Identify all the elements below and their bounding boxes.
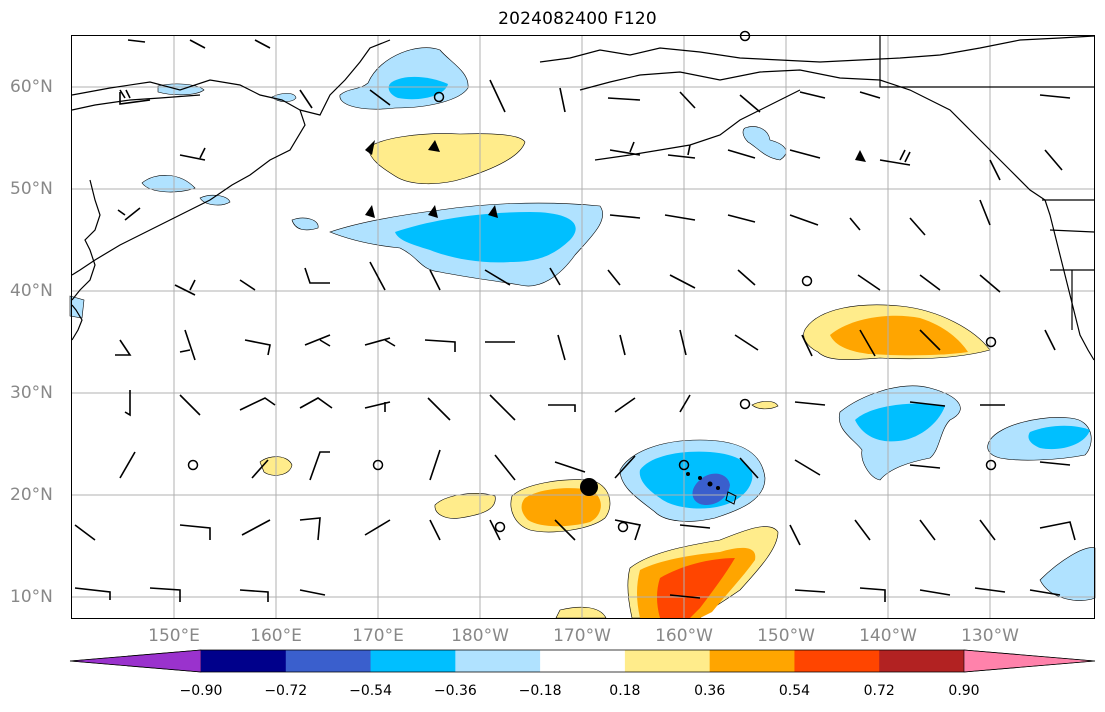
neg-anomaly-region <box>69 295 85 319</box>
lon-label-170w: 170°W <box>553 626 611 646</box>
neg-anomaly-core <box>395 212 576 263</box>
lat-label-60n: 60°N <box>10 77 53 97</box>
neg-anomaly-region <box>199 194 231 206</box>
colorbar-tick-label: 0.90 <box>948 683 980 699</box>
neg-anomaly-region <box>742 126 787 161</box>
storm-center-marker <box>580 478 598 496</box>
lon-label-150w: 150°W <box>757 626 815 646</box>
asia-coastline <box>71 79 306 276</box>
neg-anomaly-region <box>141 175 196 193</box>
lat-label-10n: 10°N <box>10 587 53 607</box>
colorbar-tick-label: −0.54 <box>349 683 392 699</box>
lon-label-150e: 150°E <box>148 626 200 646</box>
lon-label-160e: 160°E <box>250 626 302 646</box>
lon-label-180w: 180°W <box>451 626 509 646</box>
pos-anomaly-core <box>521 488 601 527</box>
colorbar-tick-label: 0.18 <box>609 683 641 699</box>
pos-anomaly-region <box>367 133 526 185</box>
calm-markers <box>187 30 997 533</box>
lon-label-130w: 130°W <box>961 626 1019 646</box>
aleutian-chain <box>594 89 801 161</box>
lat-label-40n: 40°N <box>10 281 53 301</box>
wind-flags <box>365 140 866 218</box>
pos-anomaly-strong <box>657 558 735 618</box>
map-title: 2024082400 F120 <box>498 9 657 29</box>
colorbar-tick-label: −0.18 <box>518 683 562 699</box>
colorbar-tick-label: 0.36 <box>694 683 726 699</box>
pos-anomaly-region <box>751 401 779 410</box>
coastlines <box>71 35 1095 361</box>
lat-label-50n: 50°N <box>10 179 53 199</box>
colorbar-tick-label: −0.36 <box>433 683 477 699</box>
lat-label-30n: 30°N <box>10 383 53 403</box>
map-frame <box>71 35 1095 619</box>
alaska-north <box>539 35 1095 63</box>
state-border <box>1049 229 1095 233</box>
graticule <box>72 36 1094 618</box>
kamchatka-coastline <box>299 39 391 116</box>
colorbar-tick-label: −0.72 <box>264 683 308 699</box>
hawaii-islands <box>686 472 737 505</box>
neg-anomaly-strong <box>692 473 730 506</box>
colorbar-tick-label: 0.72 <box>863 683 895 699</box>
anomaly-fills <box>69 47 1096 619</box>
lon-label-170e: 170°E <box>352 626 404 646</box>
alaska-coastline <box>579 69 1046 201</box>
neg-anomaly-region <box>291 217 319 231</box>
lat-label-20n: 20°N <box>10 485 53 505</box>
neg-anomaly-core <box>388 76 448 100</box>
lon-label-140w: 140°W <box>859 626 917 646</box>
neg-anomaly-core <box>855 403 945 442</box>
pos-anomaly-region <box>434 493 496 519</box>
colorbar-tick-label: −0.90 <box>179 683 223 699</box>
neg-anomaly-core <box>1028 425 1090 450</box>
wind-barbs <box>74 39 1076 602</box>
canada-border <box>879 36 1094 88</box>
lon-label-160w: 160°W <box>655 626 713 646</box>
colorbar-tick-label: 0.54 <box>778 683 811 699</box>
asia-interior-line <box>71 94 201 111</box>
japan-coastline <box>71 179 101 301</box>
pos-anomaly-region <box>555 606 607 619</box>
na-west-coast <box>1044 199 1095 361</box>
japan-island <box>71 304 83 341</box>
pos-anomaly-core <box>830 315 968 356</box>
